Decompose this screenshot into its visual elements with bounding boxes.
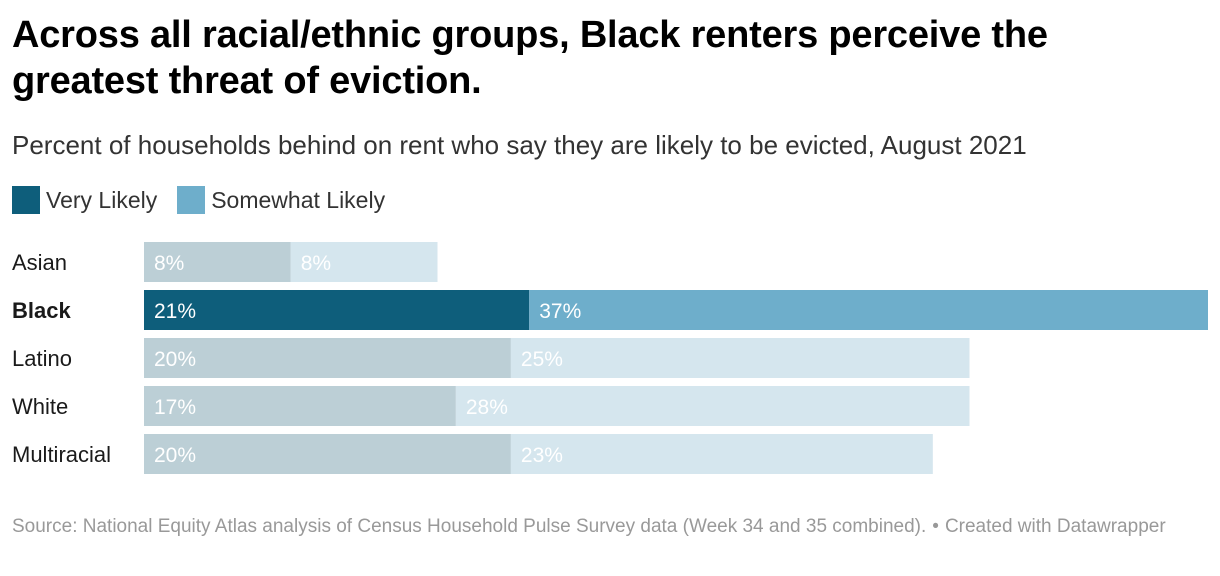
bar-latino-very-likely [144, 338, 511, 378]
bar-asian-very-likely [144, 242, 291, 282]
category-label-asian: Asian [12, 250, 67, 275]
bar-multiracial-somewhat-likely [510, 434, 933, 474]
bar-black-very-likely [144, 290, 530, 330]
value-label-asian-very-likely: 8% [154, 252, 184, 275]
category-label-multiracial: Multiracial [12, 442, 111, 467]
value-label-white-somewhat-likely: 28% [466, 396, 508, 419]
legend-swatch-somewhat-likely [177, 186, 206, 214]
category-label-black: Black [12, 298, 71, 323]
separator-dot: • [932, 516, 939, 537]
bar-white-very-likely [144, 386, 456, 426]
chart-title: Across all racial/ethnic groups, Black r… [12, 14, 1048, 102]
stacked-bar-chart: Asian 8% 8% Black 21% 37% Latino 20% 25% White 17%… [12, 242, 1208, 474]
chart-legend: Very Likely Somewhat Likely [12, 186, 405, 214]
value-label-multiracial-very-likely: 20% [154, 444, 196, 467]
legend-label-somewhat-likely: Somewhat Likely [211, 186, 386, 213]
value-label-black-somewhat-likely: 37% [539, 300, 581, 323]
legend-item-somewhat-likely: Somewhat Likely [177, 186, 385, 214]
value-label-black-very-likely: 21% [154, 300, 196, 323]
bar-white-somewhat-likely [455, 386, 970, 426]
bar-asian-somewhat-likely [290, 242, 438, 282]
chart-subtitle: Percent of households behind on rent who… [12, 130, 1027, 160]
value-label-asian-somewhat-likely: 8% [301, 252, 331, 275]
category-label-latino: Latino [12, 346, 72, 371]
value-label-latino-very-likely: 20% [154, 348, 196, 371]
bar-multiracial-very-likely [144, 434, 511, 474]
value-label-white-very-likely: 17% [154, 396, 196, 419]
value-label-multiracial-somewhat-likely: 23% [521, 444, 563, 467]
credit-text: Created with Datawrapper [944, 516, 1166, 537]
value-label-latino-somewhat-likely: 25% [521, 348, 563, 371]
legend-swatch-very-likely [12, 186, 40, 214]
bar-latino-somewhat-likely [510, 338, 970, 378]
legend-item-very-likely: Very Likely [12, 186, 157, 214]
bar-black-somewhat-likely [529, 290, 1208, 330]
source-note: Source: National Equity Atlas analysis o… [12, 514, 1212, 540]
category-label-white: White [12, 394, 68, 419]
source-text: Source: National Equity Atlas analysis o… [12, 516, 927, 537]
legend-label-very-likely: Very Likely [46, 186, 158, 213]
